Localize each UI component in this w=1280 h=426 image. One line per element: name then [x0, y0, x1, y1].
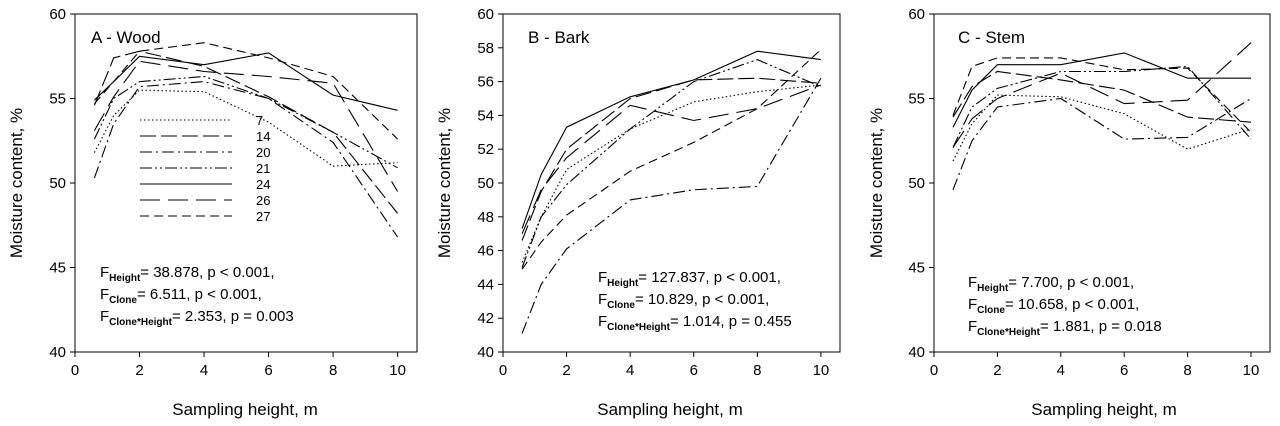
- series-line-20: [93, 81, 399, 238]
- y-tick-label: 40: [477, 344, 494, 361]
- y-tick-label: 56: [477, 74, 494, 91]
- series-line-20: [521, 77, 822, 334]
- x-tick-label: 2: [993, 362, 1001, 379]
- y-tick-label: 58: [477, 40, 494, 57]
- series-line-7: [93, 89, 398, 167]
- series-line-21: [93, 75, 398, 169]
- y-axis-label: Moisture content, %: [435, 108, 454, 258]
- y-tick-label: 45: [908, 260, 925, 277]
- stat-line: FHeight= 127.837, p < 0.001,: [598, 269, 781, 289]
- x-tick-label: 10: [1243, 362, 1260, 379]
- series-line-21: [521, 59, 822, 268]
- x-tick-label: 8: [753, 362, 761, 379]
- series-line-7: [952, 94, 1252, 162]
- series-line-14: [93, 50, 399, 214]
- y-tick-label: 45: [49, 260, 66, 277]
- legend-label-27: 27: [256, 209, 270, 224]
- y-tick-label: 50: [49, 175, 66, 192]
- x-axis-label: Sampling height, m: [597, 400, 743, 419]
- series-line-27: [952, 57, 1252, 133]
- x-tick-label: 10: [813, 362, 830, 379]
- y-tick-label: 55: [908, 91, 925, 108]
- series-line-14: [952, 70, 1252, 123]
- legend-label-14: 14: [256, 129, 270, 144]
- stat-line: FClone= 10.829, p < 0.001,: [598, 291, 769, 311]
- y-tick-label: 54: [477, 107, 494, 124]
- y-tick-label: 50: [477, 175, 494, 192]
- y-tick-label: 50: [908, 175, 925, 192]
- y-axis-label: Moisture content, %: [7, 108, 26, 258]
- series-line-27: [93, 42, 398, 140]
- y-tick-label: 44: [477, 276, 494, 293]
- x-tick-label: 0: [71, 362, 79, 379]
- stat-line: FClone= 10.658, p < 0.001,: [968, 296, 1139, 316]
- legend-label-26: 26: [256, 193, 270, 208]
- series-line-26: [952, 42, 1252, 148]
- stat-line: FClone*Height= 1.881, p = 0.018: [968, 318, 1162, 338]
- series-line-21: [952, 65, 1252, 148]
- stat-line: FHeight= 7.700, p < 0.001,: [968, 274, 1134, 294]
- y-tick-label: 60: [49, 6, 66, 23]
- series-line-20: [952, 97, 1252, 190]
- x-tick-label: 8: [329, 362, 337, 379]
- y-tick-label: 46: [477, 243, 494, 260]
- series-line-14: [521, 77, 821, 241]
- stat-line: FClone*Height= 1.014, p = 0.455: [598, 313, 792, 333]
- y-tick-label: 55: [49, 91, 66, 108]
- y-tick-label: 48: [477, 209, 494, 226]
- series-line-27: [521, 49, 822, 270]
- x-tick-label: 8: [1183, 362, 1191, 379]
- series-line-24: [521, 50, 821, 229]
- stat-line: FClone= 6.511, p < 0.001,: [100, 286, 262, 306]
- stat-line: FClone*Height= 2.353, p = 0.003: [100, 308, 294, 328]
- x-tick-label: 6: [690, 362, 698, 379]
- x-tick-label: 6: [264, 362, 272, 379]
- y-tick-label: 60: [477, 6, 494, 23]
- x-tick-label: 6: [1120, 362, 1128, 379]
- y-axis-label: Moisture content, %: [867, 108, 886, 258]
- series-line-7: [521, 84, 821, 263]
- x-tick-label: 10: [389, 362, 406, 379]
- panel-3: 0 2 4 6 8 10 40 45 50 55 60 Sampling height, m Moist…: [867, 6, 1271, 419]
- series-line-24: [952, 52, 1251, 128]
- stat-line: FHeight= 38.878, p < 0.001,: [100, 264, 275, 284]
- panel-title: B - Bark: [528, 28, 590, 47]
- x-tick-label: 0: [930, 362, 938, 379]
- legend-label-21: 21: [256, 161, 270, 176]
- x-tick-label: 4: [200, 362, 208, 379]
- y-tick-label: 40: [908, 344, 925, 361]
- y-tick-label: 60: [908, 6, 925, 23]
- legend-label-20: 20: [256, 145, 270, 160]
- x-axis-label: Sampling height, m: [1031, 400, 1177, 419]
- series-line-26: [521, 84, 822, 234]
- legend-label-24: 24: [256, 177, 270, 192]
- panel-title: A - Wood: [91, 28, 161, 47]
- x-tick-label: 2: [135, 362, 143, 379]
- x-axis-label: Sampling height, m: [172, 400, 318, 419]
- y-tick-label: 52: [477, 141, 494, 158]
- y-tick-label: 42: [477, 310, 494, 327]
- x-tick-label: 4: [626, 362, 634, 379]
- x-tick-label: 2: [562, 362, 570, 379]
- x-tick-label: 4: [1057, 362, 1065, 379]
- y-tick-label: 40: [49, 344, 66, 361]
- legend-label-7: 7: [256, 113, 263, 128]
- x-tick-label: 0: [499, 362, 507, 379]
- panel-title: C - Stem: [958, 28, 1025, 47]
- series-line-26: [93, 60, 399, 192]
